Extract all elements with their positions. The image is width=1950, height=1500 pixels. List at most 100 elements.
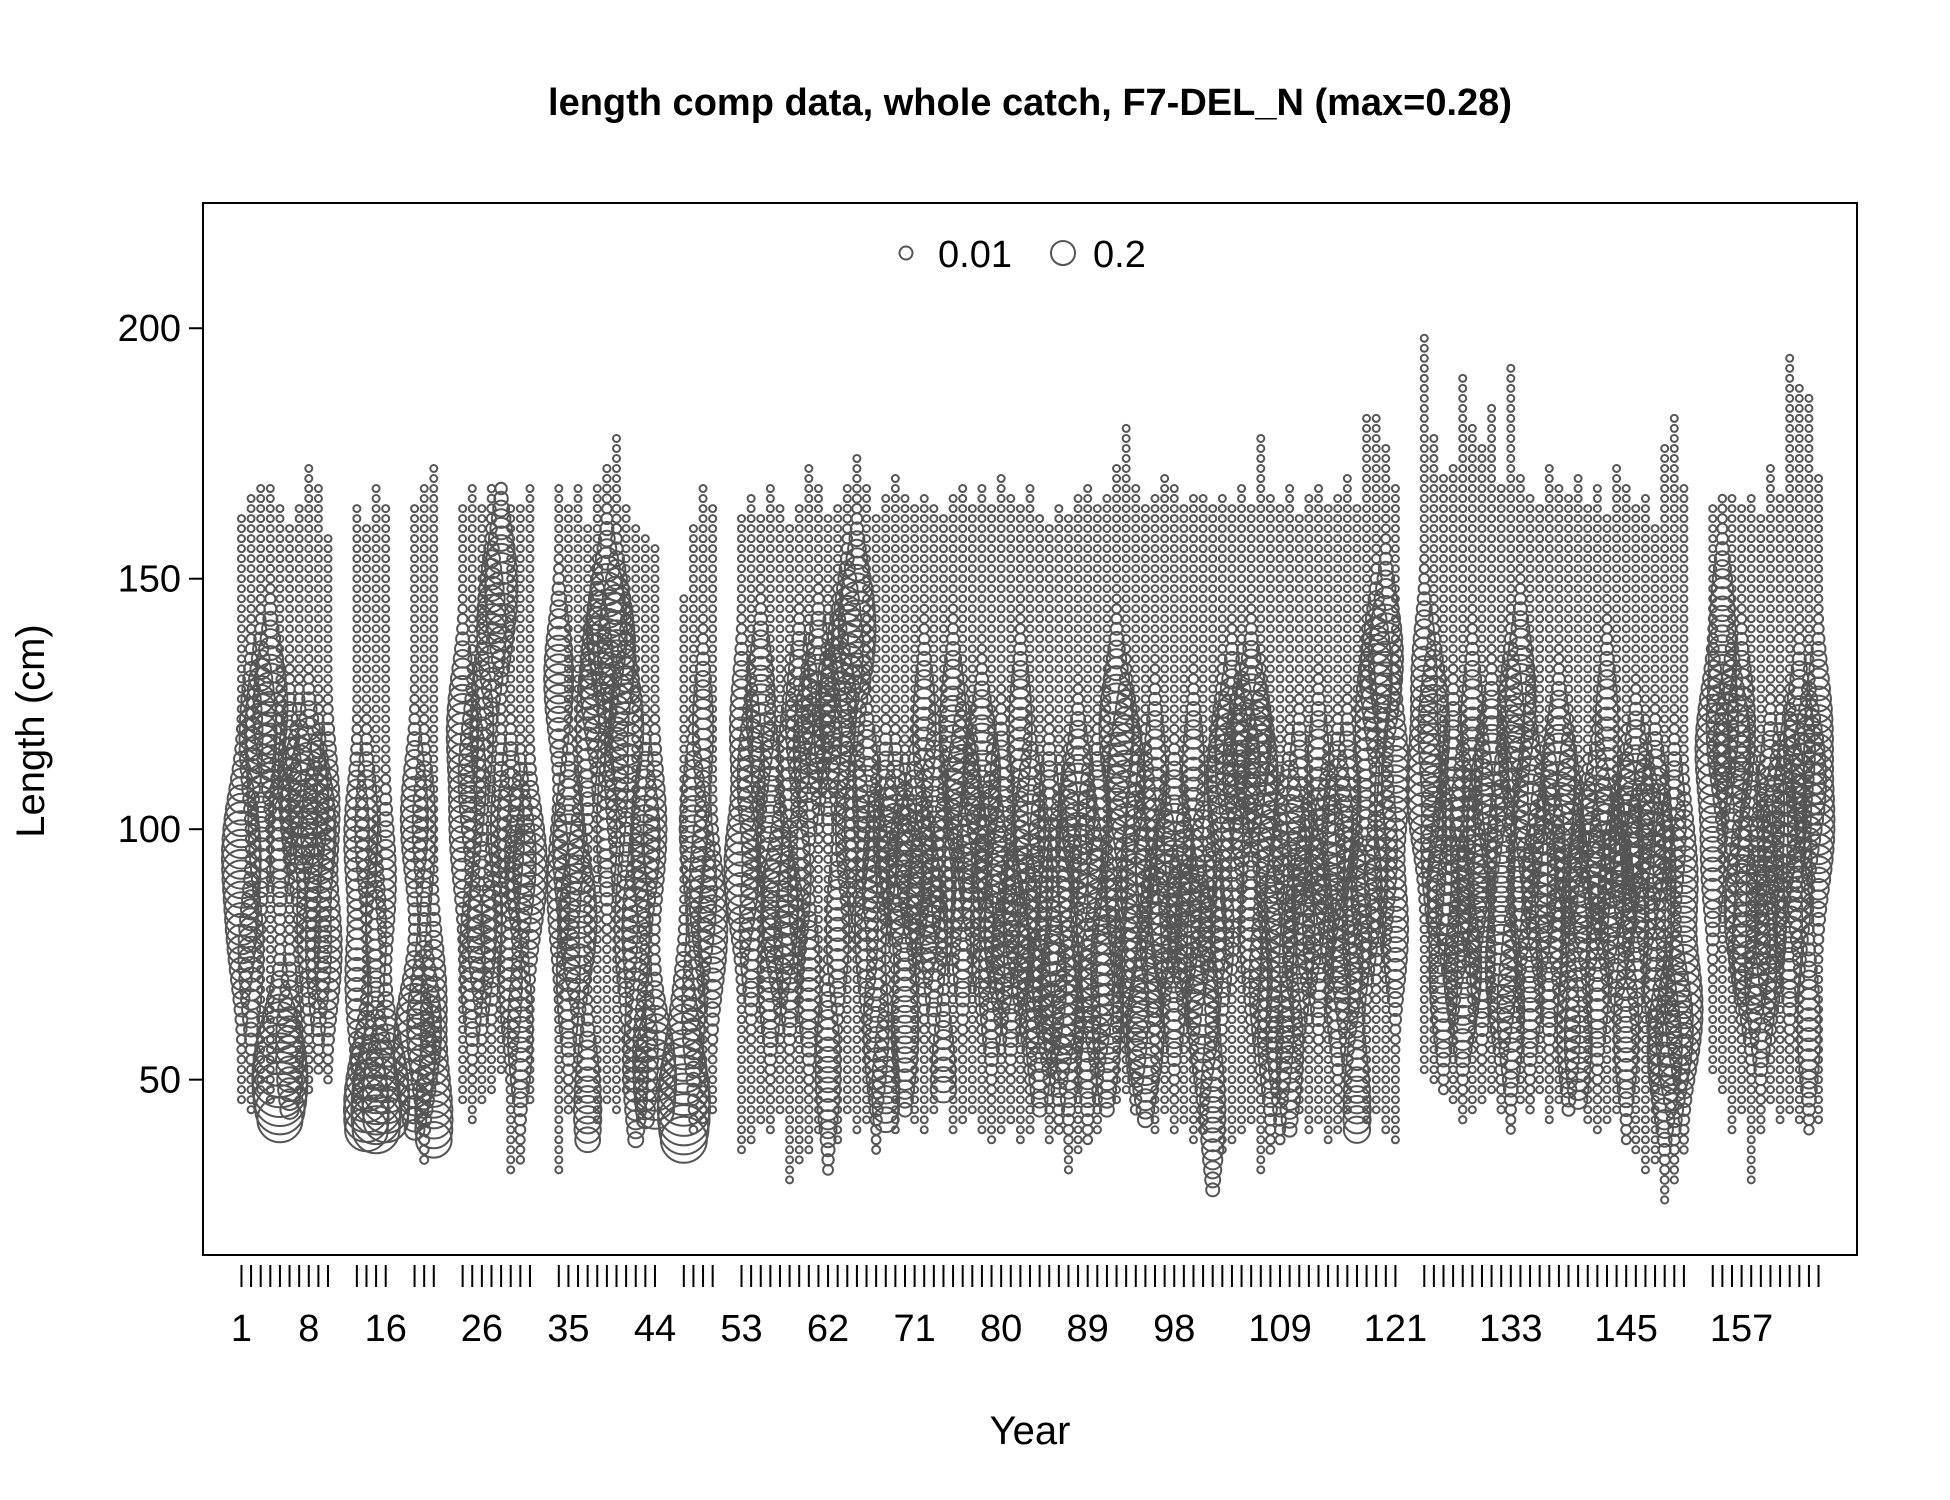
data-bubble [804, 574, 814, 584]
data-bubble [592, 995, 602, 1005]
data-bubble [525, 504, 535, 514]
data-bubble [794, 1075, 804, 1085]
data-bubble [374, 848, 397, 871]
data-bubble [1015, 594, 1026, 604]
data-bubble [756, 1075, 766, 1085]
data-bubble [236, 624, 246, 634]
data-bubble [246, 514, 256, 524]
data-bubble [612, 433, 621, 443]
data-bubble [486, 1044, 497, 1055]
data-bubble [698, 514, 708, 524]
data-bubble [252, 700, 289, 738]
data-bubble [467, 574, 477, 584]
data-bubble [958, 534, 968, 544]
data-bubble [583, 914, 593, 924]
data-bubble [627, 1131, 645, 1149]
data-bubble [486, 1034, 497, 1045]
data-bubble [1035, 554, 1045, 564]
data-bubble [737, 1125, 747, 1135]
data-bubble [919, 1125, 929, 1135]
data-bubble [406, 891, 423, 908]
data-bubble [746, 584, 756, 594]
data-bubble [458, 534, 468, 544]
data-bubble [852, 1025, 862, 1035]
data-bubble [958, 514, 968, 524]
data-bubble [467, 604, 477, 614]
x-axis: 1 8 16 26 35 44 53 62 71 80 89 98 109 121 133 145 157 [231, 1265, 1820, 1350]
data-bubble [1044, 694, 1054, 704]
data-bubble [1073, 494, 1083, 504]
data-bubble [265, 954, 275, 964]
data-bubble [957, 1044, 968, 1055]
data-bubble [246, 1105, 256, 1115]
data-bubble [612, 443, 621, 453]
data-bubble [265, 573, 276, 584]
data-bubble [621, 514, 631, 524]
data-bubble [621, 504, 631, 514]
data-bubble [794, 1095, 804, 1105]
data-bubble [381, 674, 391, 684]
data-bubble [1063, 564, 1073, 574]
data-bubble [404, 748, 425, 770]
data-bubble [746, 494, 756, 504]
data-bubble [756, 534, 766, 544]
data-bubble [764, 1074, 776, 1086]
data-bubble [265, 563, 276, 574]
data-bubble [775, 1095, 785, 1105]
data-bubble [313, 634, 323, 644]
data-bubble [852, 1065, 862, 1075]
data-bubble [794, 1065, 804, 1075]
data-bubble [371, 714, 381, 724]
data-bubble [765, 1094, 776, 1105]
data-bubble [929, 544, 939, 554]
data-bubble [277, 1077, 302, 1103]
data-bubble [573, 644, 583, 654]
data-bubble [473, 791, 490, 808]
data-bubble [265, 974, 275, 984]
data-bubble [852, 453, 862, 464]
data-bubble [1063, 684, 1073, 694]
data-bubble [775, 584, 785, 594]
data-bubble [852, 1095, 862, 1105]
data-bubble [1063, 1134, 1074, 1146]
data-bubble [688, 574, 698, 584]
data-bubble [746, 1044, 757, 1055]
data-bubble [746, 1105, 756, 1115]
data-bubble [225, 792, 258, 826]
data-bubble [515, 674, 525, 684]
data-bubble [415, 880, 434, 899]
data-bubble [1063, 694, 1074, 704]
data-bubble [775, 624, 785, 634]
data-bubble [571, 1023, 585, 1036]
data-bubble [566, 978, 590, 1001]
data-bubble [318, 749, 338, 769]
data-bubble [381, 704, 391, 714]
data-bubble [323, 584, 333, 594]
data-bubble [1063, 604, 1073, 614]
data-bubble [563, 564, 573, 574]
data-bubble [245, 633, 257, 645]
data-bubble [304, 474, 314, 484]
data-bubble [563, 644, 573, 654]
data-bubble [582, 964, 593, 975]
data-bubble [381, 564, 391, 574]
data-bubble [650, 544, 660, 554]
data-bubble [506, 564, 516, 574]
data-bubble [765, 504, 775, 514]
data-bubble [294, 544, 304, 554]
data-bubble [977, 594, 987, 604]
data-bubble [602, 1085, 612, 1095]
data-bubble [506, 624, 516, 634]
data-bubble [871, 674, 881, 684]
data-bubble [275, 654, 285, 664]
data-bubble [311, 1032, 326, 1047]
data-bubble [948, 524, 958, 534]
data-bubble [708, 624, 718, 634]
data-bubble [900, 664, 910, 674]
data-bubble [234, 1012, 249, 1027]
data-bubble [1006, 604, 1016, 614]
data-bubble [851, 493, 863, 504]
data-bubble [862, 494, 872, 504]
data-bubble [525, 634, 535, 644]
data-bubble [996, 1075, 1006, 1085]
